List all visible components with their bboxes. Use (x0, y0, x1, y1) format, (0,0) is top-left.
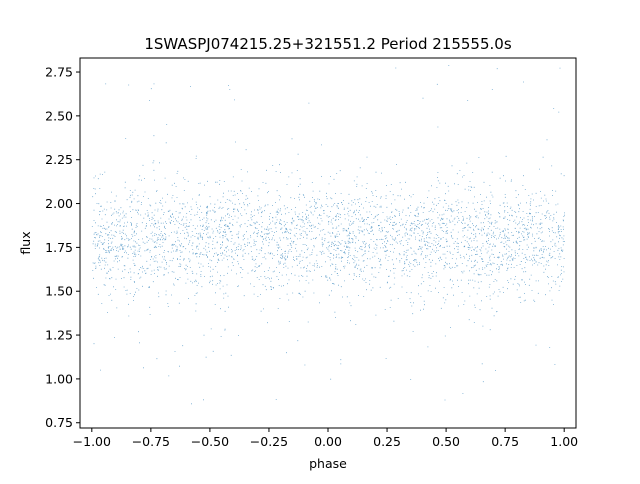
x-tick-label: 0.75 (491, 434, 519, 449)
y-tick-label: 2.00 (45, 196, 73, 211)
y-tick-label: 1.25 (45, 328, 73, 343)
x-axis-ticks: −1.00 −0.75 −0.50 −0.25 0.00 0.25 0.50 0.75 1.00 (73, 428, 578, 449)
x-tick-label: 0.25 (373, 434, 401, 449)
x-tick-label: 1.00 (550, 434, 578, 449)
x-tick-label: 0.50 (432, 434, 460, 449)
x-tick-label: −0.25 (250, 434, 288, 449)
x-axis-label: phase (309, 456, 347, 471)
x-tick-label: −1.00 (73, 434, 111, 449)
y-tick-label: 2.50 (45, 108, 73, 123)
y-tick-label: 1.75 (45, 240, 73, 255)
y-axis-ticks: 0.75 1.00 1.25 1.50 1.75 2.00 2.25 2.50 2.75 (45, 65, 80, 430)
y-tick-label: 1.50 (45, 284, 73, 299)
y-tick-label: 0.75 (45, 415, 73, 430)
x-tick-label: −0.75 (132, 434, 170, 449)
x-tick-label: −0.50 (191, 434, 229, 449)
y-tick-label: 2.25 (45, 152, 73, 167)
x-tick-label: 0.00 (314, 434, 342, 449)
chart-title: 1SWASPJ074215.25+321551.2 Period 215555.… (144, 35, 511, 53)
y-tick-label: 2.75 (45, 65, 73, 80)
y-axis-label: flux (18, 231, 33, 254)
y-tick-label: 1.00 (45, 371, 73, 386)
